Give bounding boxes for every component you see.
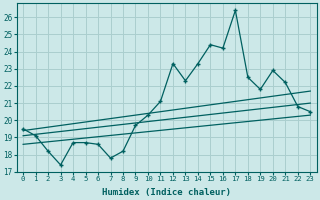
X-axis label: Humidex (Indice chaleur): Humidex (Indice chaleur)	[102, 188, 231, 197]
